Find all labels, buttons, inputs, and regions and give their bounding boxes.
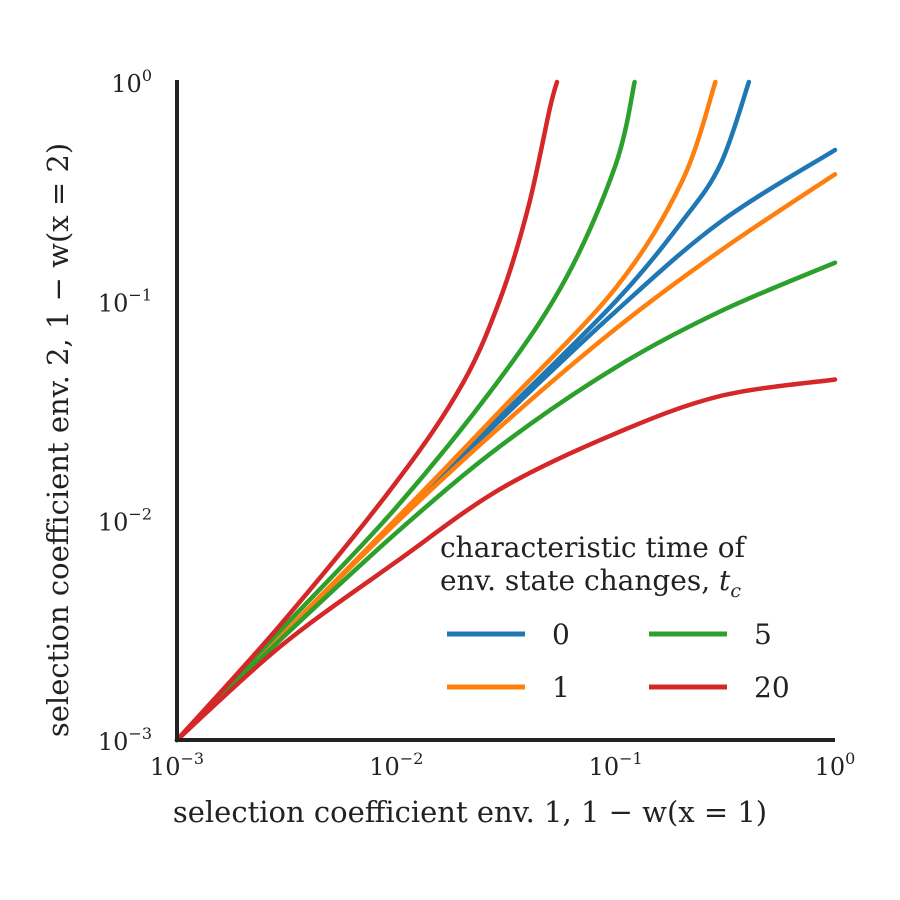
x-axis-label: selection coefficient env. 1, 1 − w(x = … bbox=[173, 795, 767, 829]
series-lines bbox=[174, 79, 838, 743]
series-line-5-upper bbox=[174, 79, 637, 743]
x-tick-label: 10−1 bbox=[589, 749, 643, 781]
legend-title-line1: characteristic time of bbox=[440, 531, 748, 564]
legend-label-5: 5 bbox=[754, 618, 772, 651]
x-tick-label: 100 bbox=[815, 749, 856, 781]
y-tick-labels: 10−3 10−2 10−1 100 bbox=[98, 66, 152, 756]
series-line-5-lower bbox=[174, 260, 838, 743]
series-line-20-lower bbox=[174, 377, 838, 743]
x-tick-label: 10−3 bbox=[150, 749, 204, 781]
legend-label-1: 1 bbox=[552, 671, 570, 704]
y-tick-label: 10−2 bbox=[98, 505, 152, 537]
x-tick-label: 10−2 bbox=[369, 749, 423, 781]
series-line-1-lower bbox=[174, 171, 838, 743]
y-tick-label: 100 bbox=[111, 66, 152, 98]
legend: characteristic time of env. state change… bbox=[440, 531, 790, 704]
x-tick-labels: 10−3 10−2 10−1 100 bbox=[150, 749, 855, 781]
legend-label-0: 0 bbox=[552, 618, 570, 651]
legend-label-20: 20 bbox=[754, 671, 790, 704]
y-tick-label: 10−3 bbox=[98, 724, 152, 756]
y-tick-label: 10−1 bbox=[98, 285, 152, 317]
legend-title-line2: env. state changes, tc bbox=[440, 564, 741, 602]
series-line-0-upper bbox=[174, 79, 752, 743]
y-axis-label: selection coefficient env. 2, 1 − w(x = … bbox=[41, 143, 75, 737]
series-line-20-upper bbox=[174, 79, 560, 743]
